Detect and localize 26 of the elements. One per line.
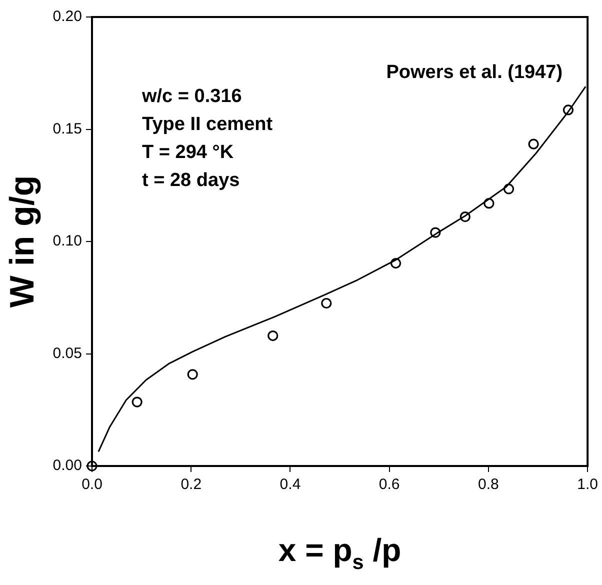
y-tick-label: 0.05 [52, 344, 82, 362]
x-tick-label: 0.2 [180, 476, 202, 494]
y-tick-label: 0.00 [52, 457, 82, 474]
point [562, 104, 574, 116]
point [528, 138, 539, 150]
point [460, 212, 470, 222]
point [187, 369, 198, 380]
point [484, 198, 494, 209]
annotation: Powers et al. (1947) [386, 62, 563, 84]
x-tick-label: 0.4 [280, 476, 301, 494]
point [430, 227, 441, 238]
x-tick-label: 0.6 [378, 476, 400, 494]
x-tick-label: 1.0 [577, 476, 598, 494]
y-axis-title: W in g/g [3, 175, 42, 308]
point [86, 460, 98, 472]
point [132, 396, 142, 408]
y-tick-label: 0.20 [52, 8, 82, 26]
point [390, 258, 402, 269]
point [268, 330, 278, 342]
annotation: w/c = 0.316 Type II cement T = 294 °K t = 28 days [141, 86, 274, 192]
y-tick-label: 0.10 [52, 232, 82, 250]
point [321, 298, 332, 309]
x-tick-label: 0.0 [82, 476, 102, 494]
point [503, 184, 514, 194]
y-tick-label: 0.15 [52, 120, 82, 138]
x-tick-label: 0.8 [478, 476, 499, 494]
